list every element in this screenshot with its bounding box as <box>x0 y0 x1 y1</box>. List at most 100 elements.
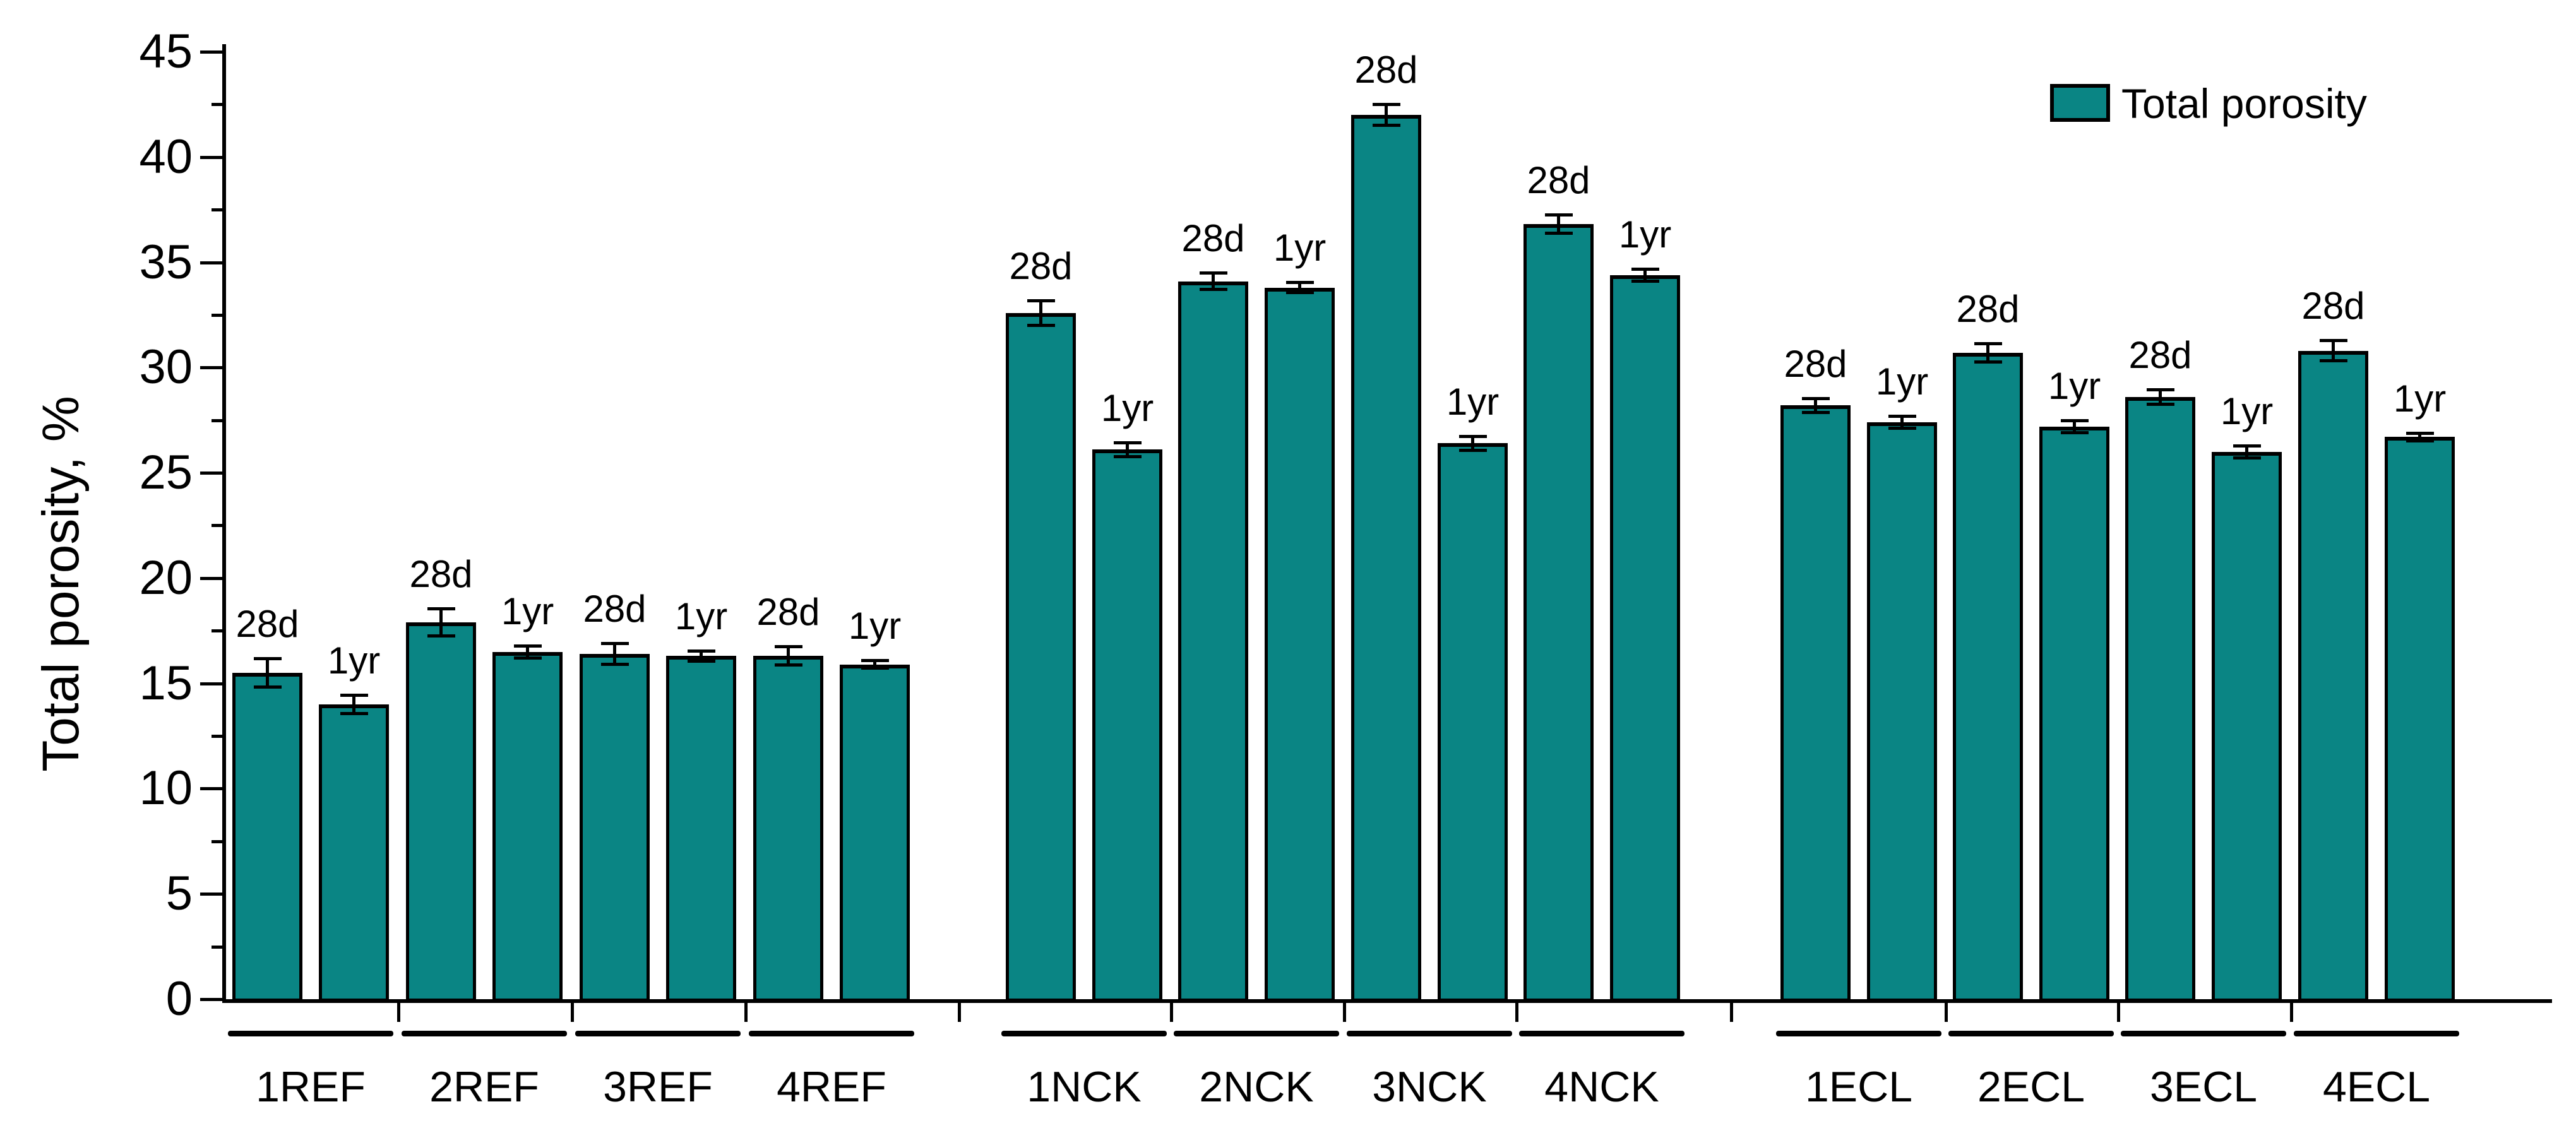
error-bar-line <box>873 660 876 669</box>
bar-age-label: 1yr <box>501 590 554 632</box>
group-bracket-4NCK <box>1519 1031 1685 1036</box>
x-axis-tick <box>397 1003 400 1022</box>
error-bar-cap-top <box>1372 103 1400 107</box>
x-axis-tick <box>1515 1003 1518 1022</box>
x-axis-tick <box>2117 1003 2120 1022</box>
error-bar-cap-top <box>1113 441 1142 444</box>
bar-2REF-28d <box>406 622 476 1002</box>
bar-age-label: 28d <box>236 602 299 645</box>
bar-3NCK-1yr <box>1438 443 1508 1002</box>
error-bar-cap-bottom <box>1631 279 1659 283</box>
error-bar-line <box>2418 432 2421 442</box>
y-minor-tick <box>212 103 224 107</box>
x-axis-tick <box>958 1003 961 1022</box>
bar-age-label: 28d <box>2128 334 2192 377</box>
group-label-4ECL: 4ECL <box>2322 1063 2431 1111</box>
bar-age-label: 28d <box>756 591 820 634</box>
error-bar-line <box>1557 215 1560 234</box>
bar-4NCK-1yr <box>1610 275 1680 1002</box>
y-tick-label: 0 <box>165 972 193 1026</box>
bar-age-label: 1yr <box>1100 386 1154 429</box>
group-bracket-2REF <box>402 1031 567 1036</box>
error-bar-cap-bottom <box>687 659 715 663</box>
y-minor-tick <box>212 208 224 212</box>
error-bar-cap-top <box>687 649 715 653</box>
error-bar-line <box>439 608 443 636</box>
bar-1NCK-1yr <box>1092 449 1162 1002</box>
error-bar-line <box>1385 104 1388 126</box>
bar-age-label: 28d <box>1009 244 1073 287</box>
bar-age-label: 28d <box>409 553 473 596</box>
error-bar-line <box>787 646 790 666</box>
error-bar-cap-top <box>1199 271 1227 275</box>
bar-1REF-28d <box>232 672 302 1002</box>
error-bar-line <box>1471 436 1474 451</box>
error-bar-cap-top <box>1974 341 2002 345</box>
y-tick-label: 25 <box>139 446 193 500</box>
error-bar-line <box>1126 442 1129 458</box>
error-bar-cap-top <box>1631 267 1659 271</box>
error-bar-cap-bottom <box>1372 123 1400 127</box>
error-bar-line <box>1212 273 1215 290</box>
error-bar-cap-top <box>1888 415 1916 418</box>
y-tick-label: 15 <box>139 656 193 710</box>
bar-1NCK-28d <box>1006 312 1076 1002</box>
error-bar-cap-top <box>2146 388 2174 392</box>
error-bar-cap-top <box>861 658 889 662</box>
bar-age-label: 28d <box>583 588 647 631</box>
error-bar-cap-bottom <box>861 667 889 670</box>
y-major-tick <box>200 998 224 1001</box>
bar-age-label: 1yr <box>674 595 728 638</box>
bar-age-label: 28d <box>1956 287 2020 330</box>
group-bracket-1REF <box>228 1031 393 1036</box>
error-bar-cap-bottom <box>1285 290 1314 294</box>
group-label-2REF: 2REF <box>429 1063 539 1111</box>
error-bar-cap-bottom <box>1801 411 1830 414</box>
error-bar-cap-top <box>1544 213 1573 217</box>
legend-color-swatch <box>2050 84 2110 122</box>
y-tick-label: 40 <box>139 129 193 184</box>
error-bar-cap-bottom <box>253 685 282 689</box>
bar-age-label: 1yr <box>1446 380 1500 423</box>
group-bracket-3REF <box>575 1031 741 1036</box>
bar-1ECL-28d <box>1780 405 1851 1002</box>
error-bar-cap-top <box>2060 418 2089 422</box>
group-label-1REF: 1REF <box>256 1063 366 1111</box>
y-major-tick <box>200 155 224 159</box>
y-tick-label: 20 <box>139 550 193 605</box>
y-tick-label: 45 <box>139 24 193 78</box>
error-bar-cap-bottom <box>1888 427 1916 430</box>
error-bar-line <box>1298 282 1301 293</box>
group-label-1NCK: 1NCK <box>1027 1063 1142 1111</box>
bar-age-label: 1yr <box>2220 389 2274 432</box>
group-bracket-4REF <box>749 1031 914 1036</box>
group-bracket-2ECL <box>1948 1031 2114 1036</box>
group-label-2NCK: 2NCK <box>1199 1063 1314 1111</box>
bar-2ECL-1yr <box>2039 426 2109 1002</box>
y-tick-label: 35 <box>139 235 193 289</box>
error-bar-line <box>1643 268 1647 282</box>
group-label-1ECL: 1ECL <box>1804 1063 1913 1111</box>
bar-age-label: 1yr <box>1273 227 1327 270</box>
x-axis-tick <box>744 1003 748 1022</box>
legend-label: Total porosity <box>2121 80 2367 127</box>
error-bar-cap-bottom <box>513 656 542 660</box>
error-bar-cap-top <box>2319 338 2347 342</box>
y-major-tick <box>200 893 224 896</box>
bar-age-label: 1yr <box>2393 377 2447 420</box>
bar-1REF-1yr <box>319 704 389 1002</box>
bar-age-label: 28d <box>1527 159 1590 202</box>
y-minor-tick <box>212 839 224 843</box>
error-bar-line <box>2159 389 2162 405</box>
bar-2NCK-1yr <box>1265 287 1335 1002</box>
error-bar-line <box>1814 398 1817 413</box>
error-bar-cap-top <box>1285 281 1314 285</box>
bar-3ECL-1yr <box>2212 451 2282 1002</box>
error-bar-cap-top <box>513 644 542 648</box>
bar-age-label: 1yr <box>327 639 381 682</box>
y-minor-tick <box>212 313 224 317</box>
error-bar-cap-bottom <box>340 712 368 715</box>
bar-age-label: 1yr <box>1875 360 1929 403</box>
bar-2ECL-28d <box>1953 352 2023 1002</box>
bar-3REF-1yr <box>666 656 736 1002</box>
